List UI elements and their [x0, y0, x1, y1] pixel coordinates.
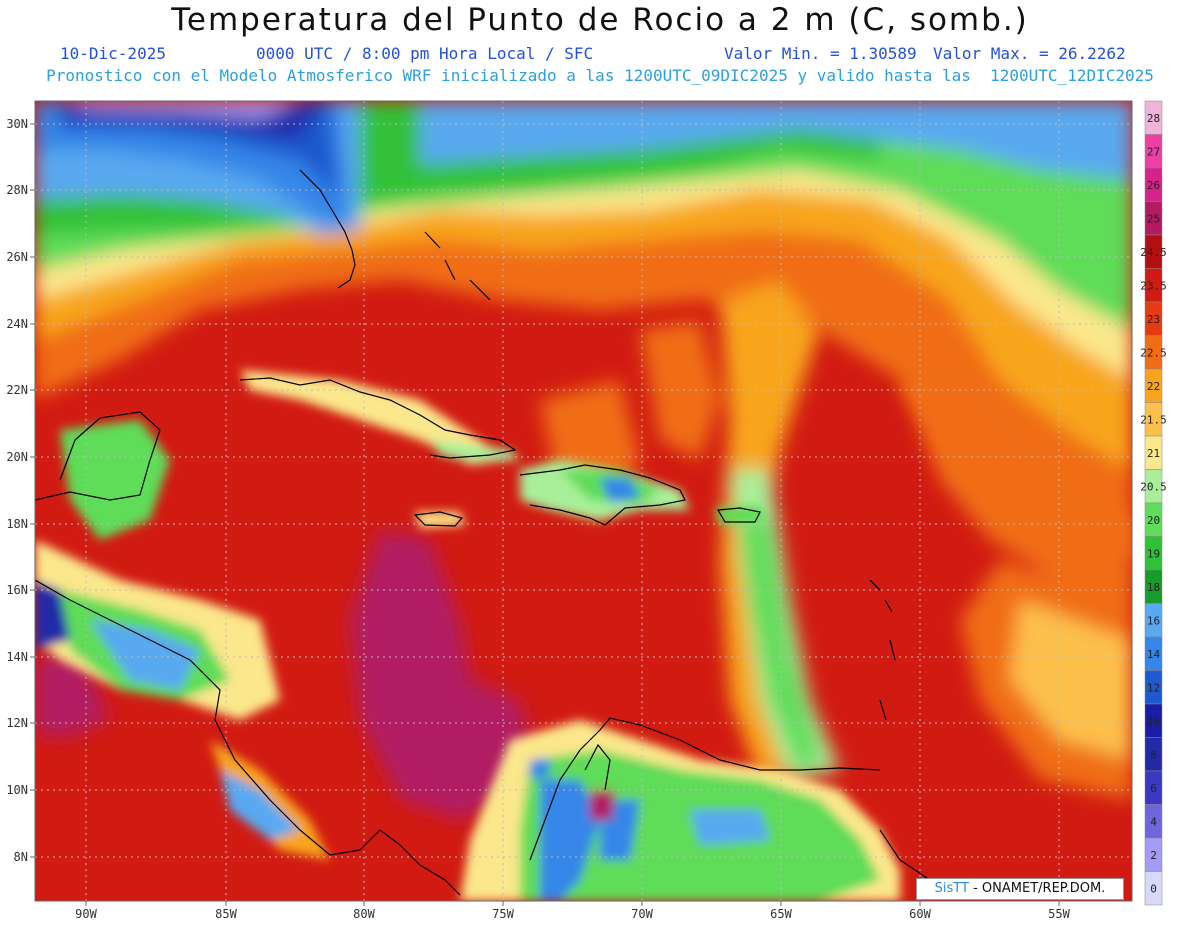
- lon-label: 75W: [492, 907, 514, 921]
- colorbar-label: 22.5: [1140, 346, 1167, 359]
- colorbar-label: 4: [1150, 815, 1157, 828]
- lon-labels: 90W 85W 80W 75W 70W 65W 60W 55W: [75, 907, 1070, 921]
- lat-label: 12N: [6, 716, 28, 730]
- colorbar-label: 22: [1147, 380, 1160, 393]
- colorbar-label: 23: [1147, 313, 1160, 326]
- colorbar-label: 0: [1150, 882, 1157, 895]
- lon-label: 80W: [353, 907, 375, 921]
- colorbar-label: 8: [1150, 748, 1157, 761]
- lat-label: 8N: [14, 850, 28, 864]
- lat-label: 14N: [6, 650, 28, 664]
- lon-label: 60W: [909, 907, 931, 921]
- lon-label: 90W: [75, 907, 97, 921]
- lat-label: 28N: [6, 183, 28, 197]
- colorbar-label: 20: [1147, 514, 1160, 527]
- colorbar-label: 27: [1147, 145, 1160, 158]
- lon-label: 70W: [631, 907, 653, 921]
- colorbar-label: 14: [1147, 648, 1161, 661]
- brand-logo: SisTT: [934, 881, 969, 896]
- date-label: 10-Dic-2025: [60, 44, 166, 63]
- max-value: Valor Max. = 26.2262: [933, 44, 1126, 63]
- colorbar-label: 21: [1147, 447, 1160, 460]
- colorbar-label: 25: [1147, 212, 1160, 225]
- colorbar-label: 18: [1147, 581, 1160, 594]
- colorbar-label: 28: [1147, 112, 1160, 125]
- lon-label: 85W: [215, 907, 237, 921]
- lat-label: 18N: [6, 517, 28, 531]
- lat-label: 26N: [6, 250, 28, 264]
- lat-labels: 30N 28N 26N 24N 22N 20N 18N 16N 14N 12N …: [6, 117, 28, 864]
- model-info: Pronostico con el Modelo Atmosferico WRF…: [46, 66, 1154, 85]
- lon-label: 65W: [770, 907, 792, 921]
- lon-label: 55W: [1048, 907, 1070, 921]
- colorbar-label: 6: [1150, 782, 1157, 795]
- colorbar-label: 21.5: [1140, 413, 1167, 426]
- lat-label: 22N: [6, 383, 28, 397]
- colorbar-label: 16: [1147, 614, 1160, 627]
- lat-label: 24N: [6, 317, 28, 331]
- time-info: 0000 UTC / 8:00 pm Hora Local / SFC: [256, 44, 594, 63]
- credit-box: SisTT - ONAMET/REP.DOM.: [916, 878, 1124, 900]
- map-frame: [34, 100, 1133, 902]
- lat-label: 16N: [6, 583, 28, 597]
- map-title: Temperatura del Punto de Rocio a 2 m (C,…: [171, 2, 1029, 38]
- lat-label: 10N: [6, 783, 28, 797]
- colorbar-label: 10: [1147, 715, 1160, 728]
- min-value: Valor Min. = 1.30589: [724, 44, 917, 63]
- colorbar: 2827262524.523.52322.52221.52120.5201918…: [1140, 100, 1167, 906]
- colorbar-label: 26: [1147, 179, 1160, 192]
- colorbar-label: 2: [1150, 849, 1157, 862]
- colorbar-label: 20.5: [1140, 480, 1167, 493]
- credit-org: - ONAMET/REP.DOM.: [973, 881, 1106, 896]
- colorbar-swatch: [1144, 871, 1163, 906]
- colorbar-label: 12: [1147, 681, 1160, 694]
- colorbar-label: 24.5: [1140, 246, 1167, 259]
- colorbar-label: 23.5: [1140, 279, 1167, 292]
- colorbar-label: 19: [1147, 547, 1160, 560]
- lat-label: 20N: [6, 450, 28, 464]
- lat-label: 30N: [6, 117, 28, 131]
- field-layer: [35, 101, 1132, 901]
